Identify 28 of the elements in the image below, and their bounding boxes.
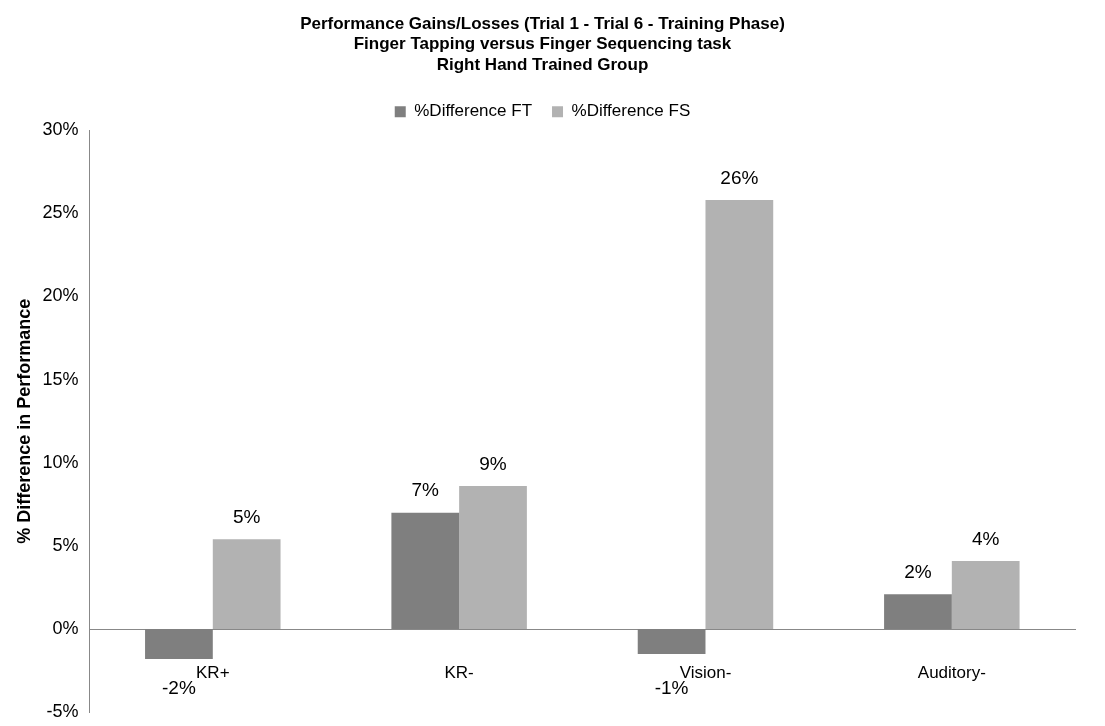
data-label: 9% — [479, 452, 507, 474]
data-label: 2% — [904, 560, 932, 582]
legend-label: %Difference FS — [571, 101, 691, 121]
y-tick-label: 25% — [42, 202, 79, 223]
y-tick-label: 30% — [42, 119, 79, 140]
bar — [212, 539, 281, 630]
bar — [705, 200, 774, 630]
y-axis-title: % Difference in Performance — [13, 298, 34, 544]
y-tick-label: 5% — [52, 534, 79, 555]
x-tick-label: Auditory- — [917, 662, 986, 682]
chart-subtitle: Finger Tapping versus Finger Sequencing task Right Hand Trained Group — [353, 34, 732, 74]
y-tick-label: 20% — [42, 285, 79, 306]
chart-title: Performance Gains/Losses (Trial 1 - Trial 6 - Training Phase) — [300, 13, 785, 33]
data-label: 5% — [232, 506, 261, 527]
bar — [951, 560, 1020, 630]
data-label: 4% — [971, 527, 1000, 549]
data-label: 26% — [720, 166, 759, 188]
y-tick-label: -5% — [46, 701, 79, 722]
bar — [459, 486, 527, 630]
data-label: 7% — [411, 479, 440, 501]
x-tick-label: KR+ — [196, 662, 230, 682]
data-label: -2% — [162, 676, 196, 698]
y-tick-label: 0% — [52, 618, 79, 639]
x-tick-label: Vision- — [679, 662, 732, 682]
legend-label: %Difference FT — [414, 101, 533, 121]
y-tick-label: 10% — [42, 451, 79, 472]
y-tick-label: 15% — [42, 368, 79, 389]
x-tick-label: KR- — [444, 662, 474, 682]
